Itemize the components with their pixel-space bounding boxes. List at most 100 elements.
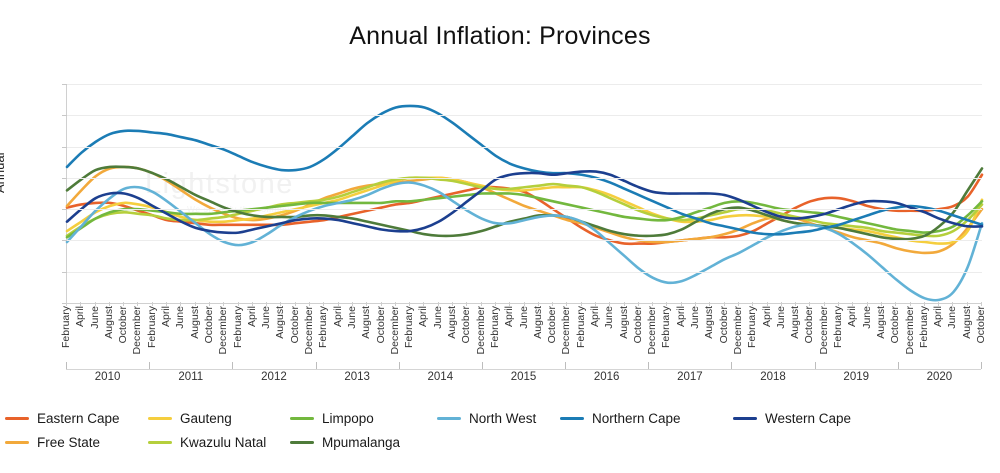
x-tick-mark (537, 302, 539, 306)
x-tick-mark (480, 302, 482, 306)
x-tick-mark (981, 302, 982, 306)
x-tick-label: October (717, 306, 730, 344)
y-tick-mark (62, 146, 67, 148)
x-tick-mark (94, 302, 96, 306)
legend-label: Mpumalanga (322, 435, 401, 450)
legend-item-western-cape[interactable]: Western Cape (733, 412, 851, 426)
x-tick-label: August (274, 306, 287, 339)
x-tick-label: December (560, 306, 573, 355)
legend-item-north-west[interactable]: North West (437, 412, 536, 426)
x-tick-label: August (531, 306, 544, 339)
legend-color-swatch (290, 417, 314, 421)
legend-item-free-state[interactable]: Free State (5, 436, 100, 450)
x-tick-label: December (731, 306, 744, 355)
x-axis-year-band: 2010 2011 2012 2013 2014 2015 2016 2017 2018 2019… (66, 362, 982, 388)
x-tick-mark (294, 302, 296, 306)
x-tick-mark (852, 302, 854, 306)
x-tick-label: October (460, 306, 473, 344)
x-tick-mark (108, 302, 110, 306)
x-tick-label: August (789, 306, 802, 339)
x-tick-mark (966, 302, 968, 306)
year-baseline (149, 369, 233, 370)
x-tick-mark (380, 302, 382, 306)
x-tick-mark (795, 302, 797, 306)
gridline (67, 146, 982, 148)
x-tick-label: April (245, 306, 258, 328)
x-tick-label: April (674, 306, 687, 328)
x-tick-label: December (217, 306, 230, 355)
x-tick-mark (251, 302, 253, 306)
x-tick-label: August (188, 306, 201, 339)
legend-label: Limpopo (322, 411, 374, 426)
year-label: 2011 (178, 371, 204, 383)
x-tick-mark (695, 302, 697, 306)
legend-item-eastern-cape[interactable]: Eastern Cape (5, 412, 120, 426)
y-tick-mark (62, 240, 67, 242)
legend-item-gauteng[interactable]: Gauteng (148, 412, 232, 426)
x-tick-mark (194, 302, 196, 306)
year-baseline (315, 369, 399, 370)
x-tick-label: June (774, 306, 787, 329)
year-separator (814, 362, 816, 369)
x-tick-mark (266, 302, 268, 306)
x-tick-label: February (403, 306, 416, 349)
x-tick-label: August (360, 306, 373, 339)
x-tick-mark (895, 302, 897, 306)
x-tick-mark (923, 302, 925, 306)
x-tick-label: April (503, 306, 516, 328)
legend-color-swatch (5, 441, 29, 445)
legend-label: Kwazulu Natal (180, 435, 267, 450)
y-tick-mark (62, 271, 67, 273)
x-tick-mark (566, 302, 568, 306)
legend-item-northern-cape[interactable]: Northern Cape (560, 412, 681, 426)
year-baseline (814, 369, 898, 370)
x-tick-label: October (975, 306, 987, 344)
legend-color-swatch (733, 417, 757, 421)
x-tick-label: December (903, 306, 916, 355)
x-tick-mark (666, 302, 668, 306)
legend-color-swatch (5, 417, 29, 421)
x-tick-label: December (303, 306, 316, 355)
legend-label: Free State (37, 435, 101, 450)
x-tick-label: June (260, 306, 273, 329)
year-label: 2013 (344, 371, 370, 383)
x-tick-label: June (860, 306, 873, 329)
x-tick-label: August (960, 306, 973, 339)
year-separator (897, 362, 899, 369)
x-tick-label: October (546, 306, 559, 344)
x-tick-mark (609, 302, 611, 306)
x-tick-label: February (917, 306, 930, 349)
x-tick-mark (909, 302, 911, 306)
legend-label: Gauteng (180, 411, 232, 426)
gridline (67, 209, 982, 211)
legend-item-kwazulu-natal[interactable]: Kwazulu Natal (148, 436, 266, 450)
legend-item-mpumalanga[interactable]: Mpumalanga (290, 436, 400, 450)
x-tick-label: February (145, 306, 158, 349)
x-tick-mark (866, 302, 868, 306)
x-tick-label: April (588, 306, 601, 328)
x-tick-mark (523, 302, 525, 306)
x-tick-mark (952, 302, 954, 306)
x-tick-mark (552, 302, 554, 306)
legend-item-limpopo[interactable]: Limpopo (290, 412, 374, 426)
x-tick-label: June (946, 306, 959, 329)
x-tick-label: October (803, 306, 816, 344)
x-tick-mark (223, 302, 225, 306)
x-tick-label: June (431, 306, 444, 329)
x-tick-label: December (131, 306, 144, 355)
x-tick-label: December (817, 306, 830, 355)
x-tick-label: October (202, 306, 215, 344)
year-baseline (398, 369, 482, 370)
x-tick-mark (80, 302, 82, 306)
x-tick-mark (737, 302, 739, 306)
series-lines (65, 104, 984, 302)
series-line-kwazulu-natal (65, 176, 984, 238)
year-separator (565, 362, 567, 369)
year-separator (398, 362, 400, 369)
legend-color-swatch (290, 441, 314, 445)
legend-label: Northern Cape (592, 411, 681, 426)
x-tick-label: April (74, 306, 87, 328)
x-tick-mark (166, 302, 168, 306)
x-tick-label: June (517, 306, 530, 329)
legend-label: North West (469, 411, 537, 426)
